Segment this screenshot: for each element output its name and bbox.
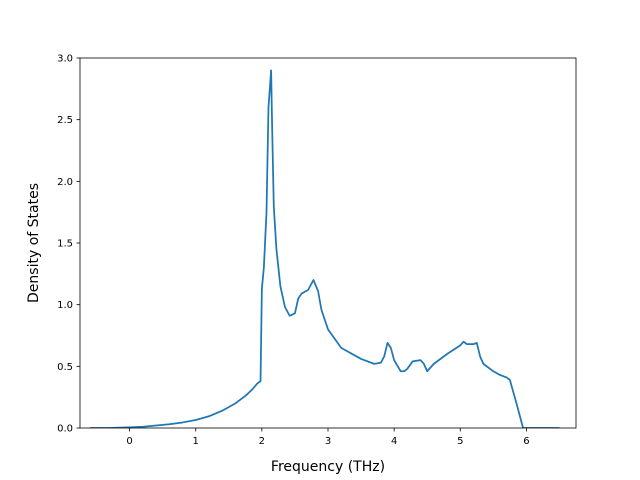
- x-tick-label: 0: [126, 436, 132, 447]
- y-axis: 0.0 0.5 1.0 1.5 2.0 2.5 3.0: [57, 54, 80, 435]
- x-axis: 0 1 2 3 4 5 6: [126, 428, 530, 447]
- x-tick-label: 5: [457, 436, 463, 447]
- y-tick-label: 1.0: [57, 300, 73, 311]
- y-tick-label: 3.0: [57, 54, 73, 65]
- y-tick-label: 1.5: [57, 239, 73, 250]
- x-tick-label: 2: [259, 436, 265, 447]
- x-tick-label: 1: [193, 436, 199, 447]
- y-tick-label: 0.5: [57, 362, 73, 373]
- y-tick-label: 2.5: [57, 115, 73, 126]
- y-tick-label: 2.0: [57, 177, 73, 188]
- plot-area: [89, 69, 560, 428]
- x-axis-label: Frequency (THz): [271, 459, 385, 475]
- x-tick-label: 3: [325, 436, 331, 447]
- series-line: [89, 69, 560, 428]
- y-tick-label: 0.0: [57, 424, 73, 435]
- x-tick-label: 6: [523, 436, 529, 447]
- x-tick-label: 4: [391, 436, 397, 447]
- y-axis-label: Density of States: [26, 183, 42, 303]
